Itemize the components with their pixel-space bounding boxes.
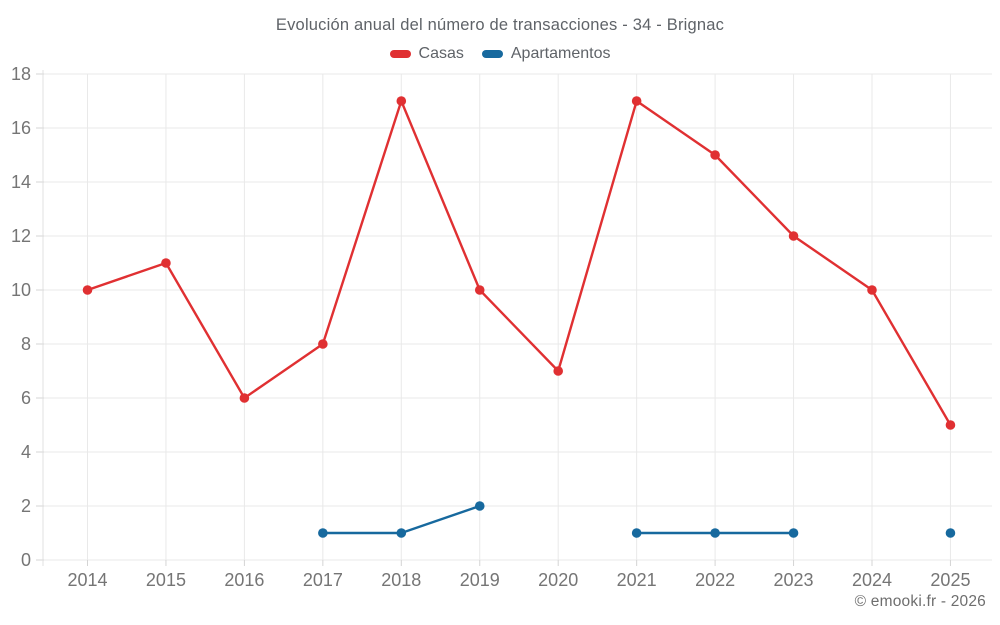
- data-point-apartamentos-2017[interactable]: [318, 528, 328, 538]
- y-tick-label: 14: [11, 172, 31, 192]
- y-tick-label: 6: [21, 388, 31, 408]
- x-tick-label: 2014: [67, 570, 107, 590]
- legend-swatch-apartamentos-icon: [481, 50, 503, 58]
- y-tick-label: 8: [21, 334, 31, 354]
- data-point-casas-2016[interactable]: [239, 393, 250, 403]
- chart-title: Evolución anual del número de transaccio…: [275, 16, 725, 34]
- y-tick-label: 4: [21, 442, 31, 462]
- data-point-apartamentos-2022[interactable]: [710, 528, 720, 538]
- x-tick-label: 2017: [303, 570, 343, 590]
- data-point-apartamentos-2019[interactable]: [474, 501, 485, 511]
- x-tick-label: 2022: [695, 570, 735, 590]
- x-tick-label: 2016: [224, 570, 264, 590]
- chart-legend: Casas Apartamentos: [0, 45, 1000, 63]
- y-tick-label: 18: [11, 64, 31, 84]
- data-point-apartamentos-2023[interactable]: [788, 528, 799, 538]
- data-point-casas-2025[interactable]: [945, 420, 956, 430]
- data-point-casas-2017[interactable]: [318, 339, 328, 349]
- data-point-casas-2020[interactable]: [553, 366, 563, 376]
- legend-label-apartamentos: Apartamentos: [510, 45, 611, 62]
- data-point-casas-2018[interactable]: [396, 96, 407, 106]
- x-tick-label: 2019: [460, 570, 500, 590]
- data-point-casas-2019[interactable]: [474, 285, 485, 295]
- data-point-casas-2021[interactable]: [631, 96, 642, 106]
- x-tick-label: 2015: [146, 570, 186, 590]
- copyright: © emooki.fr - 2026: [854, 593, 986, 610]
- data-point-apartamentos-2025[interactable]: [945, 528, 956, 538]
- x-tick-label: 2025: [930, 570, 970, 590]
- x-tick-label: 2018: [381, 570, 421, 590]
- x-tick-label: 2023: [774, 570, 814, 590]
- x-tick-label: 2021: [617, 570, 657, 590]
- y-tick-label: 2: [21, 496, 31, 516]
- data-point-casas-2015[interactable]: [161, 258, 171, 268]
- data-point-apartamentos-2018[interactable]: [396, 528, 407, 538]
- legend-swatch-casas-icon: [389, 50, 411, 58]
- series-line-casas: [86, 99, 952, 427]
- y-tick-label: 12: [11, 226, 31, 246]
- data-point-casas-2022[interactable]: [710, 150, 720, 160]
- x-tick-label: 2020: [538, 570, 578, 590]
- x-tick-label: 2024: [852, 570, 892, 590]
- y-tick-label: 10: [11, 280, 31, 300]
- data-point-casas-2024[interactable]: [867, 285, 877, 295]
- data-point-apartamentos-2021[interactable]: [631, 528, 642, 538]
- legend-item-apartamentos[interactable]: Apartamentos: [481, 45, 611, 63]
- legend-label-casas: Casas: [418, 45, 464, 62]
- y-tick-label: 0: [21, 550, 31, 570]
- data-point-casas-2014[interactable]: [82, 285, 93, 295]
- data-point-casas-2023[interactable]: [788, 231, 799, 241]
- legend-item-casas[interactable]: Casas: [389, 45, 464, 63]
- y-tick-label: 16: [11, 118, 31, 138]
